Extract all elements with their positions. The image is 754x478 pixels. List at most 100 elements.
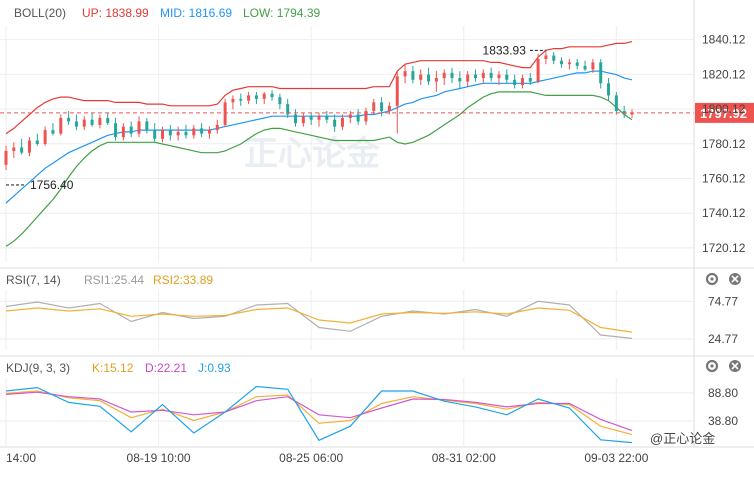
candle — [192, 124, 196, 139]
candlestick-series — [4, 50, 634, 171]
candle — [294, 109, 298, 127]
candle-body — [458, 78, 462, 82]
candle-body — [51, 130, 55, 134]
candle — [614, 91, 618, 115]
rsi-legend-rsi2: RSI2:33.89 — [153, 273, 213, 287]
candle — [340, 114, 344, 131]
candle — [27, 137, 31, 157]
candle-body — [380, 102, 384, 112]
candle-body — [607, 83, 611, 96]
candle — [129, 121, 133, 138]
candle — [520, 74, 524, 89]
candle-body — [137, 121, 141, 134]
candle-body — [82, 119, 86, 127]
candle-body — [278, 97, 282, 105]
candle-body — [98, 117, 102, 125]
x-tick-label: 08-25 06:00 — [279, 451, 343, 465]
candle — [372, 98, 376, 115]
candle-body — [215, 124, 219, 131]
candle-body — [43, 130, 47, 144]
candle — [121, 123, 125, 141]
candle — [505, 69, 509, 84]
candle — [630, 109, 634, 118]
candle-body — [630, 112, 634, 115]
candle-body — [520, 78, 524, 85]
candle-body — [67, 117, 71, 122]
boll-lower-line — [5, 91, 633, 247]
series-line-rsi1 — [5, 300, 633, 339]
candle-body — [20, 147, 24, 153]
candle-body — [395, 76, 399, 106]
candle-body — [168, 130, 172, 136]
candle-body — [333, 119, 337, 127]
panel-y-tick-label: 74.77 — [708, 294, 738, 308]
price-tag-label: 1797.92 — [700, 106, 747, 121]
candle-body — [247, 95, 251, 101]
kdj-settings-icon[interactable] — [705, 359, 719, 373]
candle-body — [591, 62, 595, 70]
candle — [364, 107, 368, 125]
candle — [544, 50, 548, 65]
candle — [262, 91, 266, 105]
candle-body — [583, 65, 587, 70]
candle — [254, 91, 258, 105]
candle — [59, 114, 63, 136]
candle-body — [90, 119, 94, 125]
candle-body — [450, 72, 454, 79]
candle-body — [309, 116, 313, 120]
panel-y-tick-label: 38.80 — [708, 414, 738, 428]
candle-body — [356, 114, 360, 122]
main-y-tick-label: 1840.12 — [702, 33, 746, 47]
candle-body — [567, 62, 571, 65]
x-tick-label: 09-03 22:00 — [584, 451, 648, 465]
candle — [395, 71, 399, 134]
rsi-close-icon[interactable] — [729, 273, 741, 285]
kdj-legend-d: D:22.21 — [145, 361, 187, 375]
candle — [575, 58, 579, 70]
kdj-legend-k: K:15.12 — [92, 361, 134, 375]
kdj-close-icon[interactable] — [729, 360, 741, 372]
candle-body — [294, 114, 298, 124]
candle — [411, 65, 415, 84]
candle — [356, 109, 360, 125]
candle — [333, 114, 337, 132]
candle — [286, 98, 290, 118]
candle — [12, 142, 16, 158]
x-tick-label: 08-31 02:00 — [432, 451, 496, 465]
candle-body — [121, 126, 125, 138]
candle-body — [364, 111, 368, 122]
candle-body — [270, 93, 274, 98]
candle-body — [560, 60, 564, 65]
candle-body — [411, 71, 415, 80]
panel-y-tick-label: 88.80 — [708, 386, 738, 400]
candle — [82, 116, 86, 131]
boll-legend-low: LOW: 1794.39 — [243, 6, 320, 20]
candle — [176, 126, 180, 141]
candle — [98, 114, 102, 129]
main-y-tick-label: 1760.12 — [702, 171, 746, 185]
series-line-j — [5, 385, 633, 444]
candle — [458, 71, 462, 89]
candle — [325, 111, 329, 124]
candle — [247, 91, 251, 105]
candle — [74, 114, 78, 131]
candle — [239, 93, 243, 106]
rsi-grid — [0, 290, 694, 350]
candle — [231, 95, 235, 110]
candle-body — [74, 121, 78, 127]
rsi-settings-icon[interactable] — [705, 272, 719, 286]
candle — [481, 69, 485, 84]
candle — [161, 126, 164, 143]
candle-body — [497, 74, 501, 79]
low-marker-label: 1756.40 — [30, 178, 74, 192]
main-y-tick-label: 1780.12 — [702, 137, 746, 151]
candle — [591, 58, 595, 73]
candle — [403, 64, 407, 84]
candle — [43, 126, 47, 146]
brand-text: @正心论金 — [650, 431, 715, 446]
main-y-tick-label: 1740.12 — [702, 206, 746, 220]
candle-body — [614, 95, 618, 112]
candle-body — [513, 79, 517, 85]
candle — [67, 111, 71, 125]
